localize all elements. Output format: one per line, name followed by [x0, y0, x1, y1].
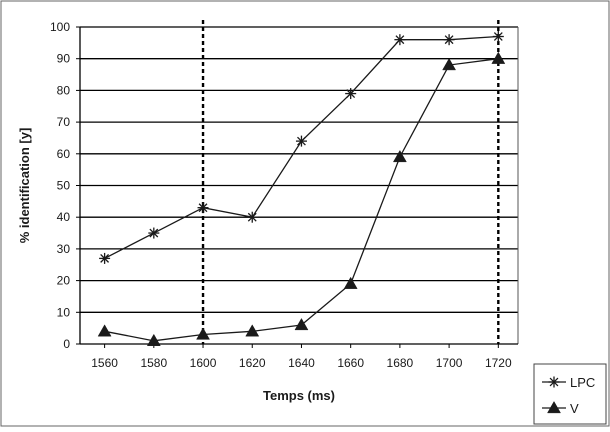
data-point-v-1580 — [146, 333, 161, 346]
y-tick-label-90: 90 — [57, 52, 71, 66]
legend-marker-v — [547, 400, 561, 414]
x-tick-label-1720: 1720 — [485, 356, 512, 370]
legend-box — [533, 363, 607, 425]
data-point-lpc-1640 — [295, 135, 307, 147]
data-point-lpc-1580 — [148, 227, 160, 239]
data-point-lpc-1700 — [443, 34, 455, 46]
x-tick-label-1580: 1580 — [140, 356, 167, 370]
data-point-v-1660 — [343, 276, 358, 289]
data-point-lpc-1600 — [197, 202, 209, 214]
x-tick-label-1600: 1600 — [190, 356, 217, 370]
data-point-lpc-1620 — [246, 211, 258, 223]
x-tick-label-1640: 1640 — [288, 356, 315, 370]
data-point-v-1620 — [245, 324, 260, 337]
y-tick-label-60: 60 — [57, 147, 71, 161]
data-point-lpc-1660 — [345, 88, 357, 100]
legend-label-v: V — [570, 401, 579, 416]
x-tick-label-1700: 1700 — [436, 356, 463, 370]
x-tick-label-1560: 1560 — [91, 356, 118, 370]
legend: LPC V — [533, 363, 607, 425]
data-point-v-1720 — [491, 51, 506, 64]
reference-lines — [201, 20, 500, 344]
x-tick-label-1680: 1680 — [387, 356, 414, 370]
data-point-v-1560 — [97, 324, 112, 337]
series — [97, 31, 506, 346]
data-point-v-1600 — [196, 327, 210, 340]
y-tick-label-40: 40 — [57, 210, 71, 224]
y-tick-label-30: 30 — [57, 242, 71, 256]
legend-label-lpc: LPC — [570, 375, 595, 390]
data-point-lpc-1560 — [99, 252, 111, 264]
data-point-v-1640 — [294, 317, 309, 331]
y-tick-label-50: 50 — [57, 179, 71, 193]
tick-labels: 0 10 20 30 40 50 60 70 80 90 100 1560 1580 1600 1620 16… — [50, 20, 512, 370]
data-point-lpc-1680 — [394, 34, 406, 46]
y-tick-label-100: 100 — [50, 20, 70, 34]
grid-lines — [80, 26, 518, 313]
data-point-v-1700 — [442, 58, 457, 71]
y-tick-label-20: 20 — [57, 274, 71, 288]
x-tick-label-1660: 1660 — [337, 356, 364, 370]
x-axis-title: Temps (ms) — [263, 388, 335, 403]
y-tick-label-80: 80 — [57, 83, 71, 97]
legend-marker-lpc — [548, 376, 560, 388]
y-axis-title: % identification [y] — [17, 128, 32, 244]
data-point-v-1680 — [392, 149, 407, 163]
data-point-lpc-1720 — [492, 31, 504, 43]
y-tick-label-0: 0 — [63, 337, 70, 351]
y-tick-label-10: 10 — [57, 305, 71, 319]
x-tick-label-1620: 1620 — [239, 356, 266, 370]
y-tick-label-70: 70 — [57, 115, 71, 129]
